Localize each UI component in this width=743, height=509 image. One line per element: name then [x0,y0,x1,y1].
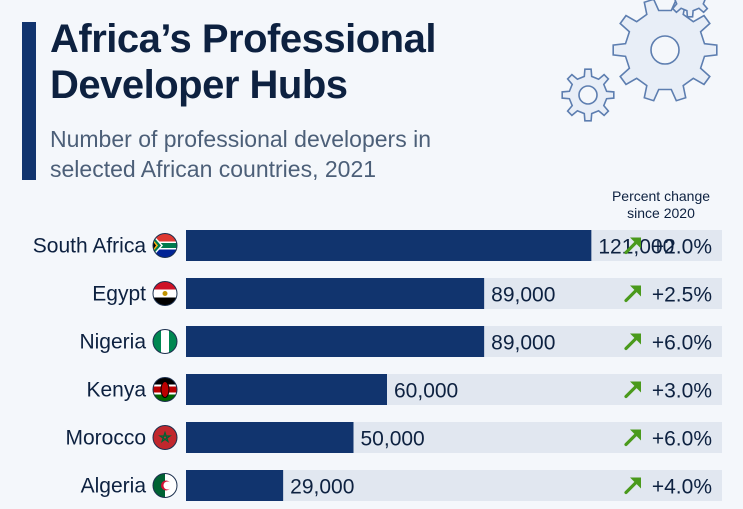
up-arrow-icon [624,285,641,303]
category-label: South Africa [33,235,147,258]
up-arrow-icon [624,477,641,495]
bar-row: South Africa 121,000+2.0% [33,230,722,261]
kenya-flag-icon [152,377,178,402]
up-arrow-icon [624,381,641,399]
bar [186,326,485,357]
morocco-flag-icon [152,425,178,450]
percent-change-label: +6.0% [652,332,712,355]
value-label: 60,000 [394,380,458,403]
nigeria-flag-icon [152,329,178,354]
bar-row: Algeria 29,000 +4.0% [81,470,722,501]
percent-change-label: +2.5% [652,284,712,307]
up-arrow-icon [624,237,641,255]
bar [186,278,485,309]
page-title: Africa’s Professional Developer Hubs [50,17,436,107]
category-label: Egypt [92,283,146,306]
bar-row: Kenya 60,000 +3.0% [86,374,722,405]
percent-change-label: +2.0% [652,236,712,259]
egypt-flag-icon [152,281,178,306]
bar-row: Morocco 50,000 +6.0% [65,422,722,453]
bar [186,470,284,501]
bar [186,422,354,453]
south-africa-flag-icon [152,233,178,258]
bar-row: Egypt 89,000 +2.5% [92,278,722,309]
percent-change-label: +6.0% [652,428,712,451]
value-label: 29,000 [290,476,354,499]
value-label: 50,000 [361,428,425,451]
category-label: Algeria [81,475,147,498]
percent-change-label: +4.0% [652,476,712,499]
title-accent-bar [22,22,36,180]
page-subtitle: Number of professional developers in sel… [50,126,431,182]
gears-icon [561,0,718,122]
up-arrow-icon [624,333,641,351]
value-label: 89,000 [491,332,555,355]
value-label: 89,000 [491,284,555,307]
up-arrow-icon [624,429,641,447]
percent-change-label: +3.0% [652,380,712,403]
percent-change-header: Percent change since 2020 [611,188,711,221]
category-label: Nigeria [79,331,146,354]
algeria-flag-icon [152,473,178,498]
bar [186,374,387,405]
value-label: 121,000 [598,236,674,259]
bar-row: Nigeria 89,000 +6.0% [79,326,722,357]
category-label: Kenya [86,379,146,402]
category-label: Morocco [65,427,146,450]
bar [186,230,592,261]
